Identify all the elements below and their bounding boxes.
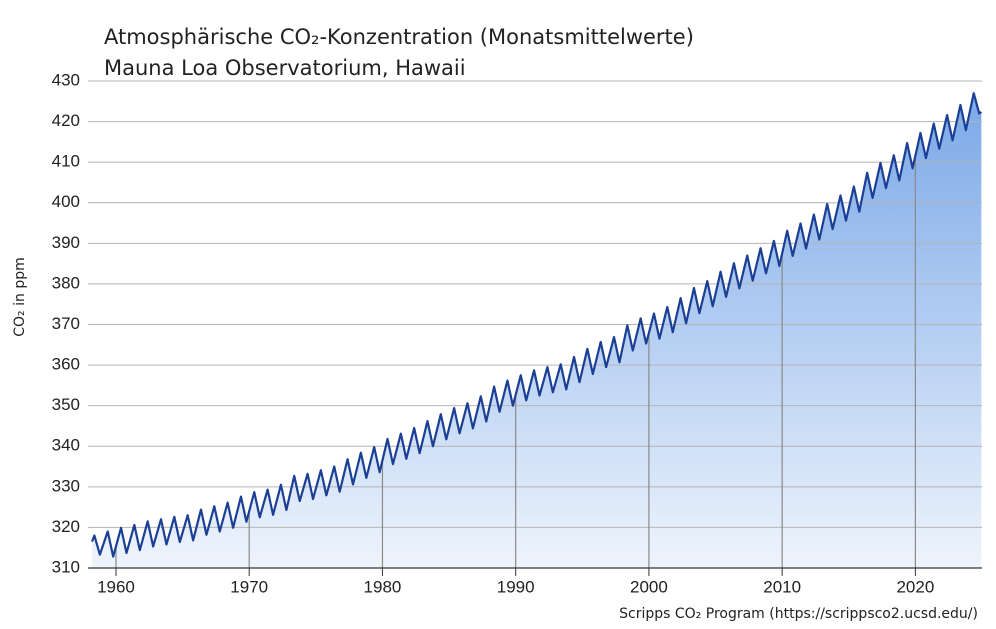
x-tick-label: 1960 — [97, 577, 135, 596]
source-note: Scripps CO₂ Program (https://scrippsco2.… — [619, 606, 978, 622]
y-tick-label: 320 — [52, 517, 80, 536]
x-tick-label: 1990 — [497, 577, 535, 596]
y-tick-label: 430 — [52, 70, 80, 89]
chart-subtitle: Mauna Loa Observatorium, Hawaii — [104, 56, 466, 80]
x-tick-label: 2000 — [630, 577, 668, 596]
y-tick-label: 370 — [52, 314, 80, 333]
y-tick-label: 310 — [52, 557, 80, 576]
y-axis-label: CO₂ in ppm — [12, 257, 28, 336]
y-tick-label: 330 — [52, 476, 80, 495]
area-fill — [92, 93, 982, 569]
x-tick-label: 2010 — [763, 577, 801, 596]
y-tick-label: 420 — [52, 111, 80, 130]
y-tick-label: 360 — [52, 355, 80, 374]
x-tick-label: 1980 — [364, 577, 402, 596]
y-tick-label: 410 — [52, 152, 80, 171]
co2-line — [90, 92, 982, 558]
x-tick-label: 1970 — [230, 577, 268, 596]
y-tick-label: 390 — [52, 233, 80, 252]
y-tick-label: 340 — [52, 436, 80, 455]
y-tick-label: 400 — [52, 192, 80, 211]
chart-title: Atmosphärische CO₂-Konzentration (Monats… — [104, 25, 694, 49]
x-tick-label: 2020 — [896, 577, 934, 596]
y-tick-label: 350 — [52, 395, 80, 414]
y-tick-label: 380 — [52, 273, 80, 292]
